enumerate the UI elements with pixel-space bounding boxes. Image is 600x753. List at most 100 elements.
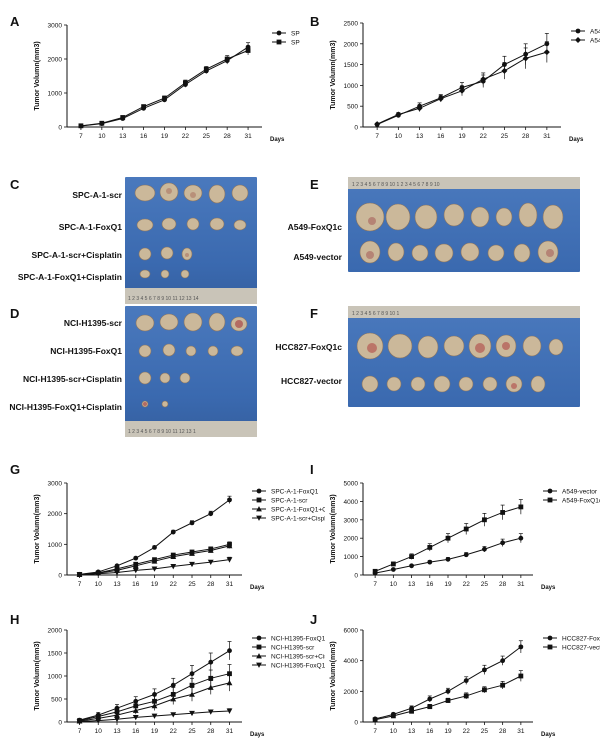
y-tick-label-h-0: 0: [58, 720, 62, 727]
point-g-2-3: [132, 562, 139, 569]
panel-label-f: F: [310, 306, 318, 321]
legend-label-h-0: NCI-H1395-FoxQ1: [271, 636, 325, 643]
point-j-0-4: [445, 688, 451, 694]
point-g-3-4: [151, 566, 158, 572]
y-tick-label-h-4: 2000: [48, 628, 63, 635]
x-tick-label-a-3: 16: [140, 133, 148, 140]
point-h-3-6: [189, 710, 195, 717]
x-tick-label-i-1: 10: [390, 581, 398, 588]
point-i-1-5: [463, 526, 469, 532]
point-g-2-5: [170, 553, 177, 559]
x-tick-label-b-1: 10: [395, 133, 403, 140]
x-tick-label-j-0: 7: [373, 728, 377, 735]
series-i-0: [372, 533, 524, 576]
panel-label-j: J: [310, 612, 318, 627]
x-tick-label-h-2: 13: [113, 728, 121, 735]
row-label-c-1: SPC-A-1-scr: [72, 190, 122, 200]
y-tick-label-b-5: 2500: [344, 21, 359, 28]
x-tick-label-i-6: 25: [481, 581, 489, 588]
chart-i: 0 1000 2000 3000 4000 5000 7 10 13 16 19 22 25 28 31 Da…: [330, 481, 600, 592]
point-i-1-4: [445, 535, 451, 541]
x-tick-label-g-6: 25: [188, 581, 196, 588]
series-i-1: [372, 499, 524, 574]
row-label-d-2: NCI-H1395-FoxQ1: [50, 346, 122, 356]
point-b-1-0: [374, 121, 381, 128]
y-tick-label-a-2: 2000: [48, 57, 63, 64]
x-axis-label-j: Days: [541, 732, 556, 738]
point-i-0-3: [427, 559, 433, 565]
point-b-1-2: [416, 105, 423, 112]
point-j-1-8: [518, 673, 524, 679]
legend-marker-h-0: [256, 635, 262, 641]
y-tick-label-i-4: 4000: [344, 499, 359, 506]
series-line-a-0: [80, 46, 249, 127]
point-i-1-1: [390, 561, 396, 567]
point-h-1-2: [114, 709, 120, 715]
point-h-0-5: [170, 682, 176, 688]
y-tick-label-j-2: 4000: [344, 658, 359, 665]
point-h-2-3: [132, 707, 139, 713]
legend-marker-a-1: [276, 39, 282, 45]
point-a-1-5: [182, 80, 188, 86]
point-h-2-5: [170, 696, 177, 702]
point-i-0-5: [463, 552, 469, 558]
point-a-1-7: [224, 56, 230, 62]
point-g-0-3: [133, 555, 139, 561]
point-g-3-0: [76, 572, 83, 578]
point-h-3-1: [95, 718, 102, 724]
series-b-0: [374, 33, 550, 127]
legend-label-h-3: NCI-H1395-FoxQ1+Cisplatin: [271, 663, 325, 670]
legend-marker-i-0: [547, 488, 553, 494]
x-tick-label-a-4: 19: [161, 133, 169, 140]
y-axis-label-g: Tumor Volumn(mm3): [34, 494, 41, 563]
point-b-1-7: [522, 55, 529, 62]
chart-h: 0 500 1000 1500 2000 7 10 13 16 19 22 25 28 31 Days Tum…: [34, 628, 325, 739]
point-j-1-4: [445, 698, 451, 703]
y-tick-label-i-0: 0: [354, 573, 358, 580]
point-i-0-8: [518, 535, 524, 541]
point-j-0-3: [427, 696, 433, 702]
point-g-3-2: [114, 570, 120, 576]
y-tick-label-g-3: 3000: [48, 481, 63, 488]
point-a-1-8: [245, 48, 251, 53]
x-tick-label-b-7: 28: [522, 133, 530, 140]
x-tick-label-j-6: 25: [481, 728, 489, 735]
legend-label-g-1: SPC-A-1-scr: [271, 498, 308, 505]
tumor-photo-f: 1 2 3 4 5 6 7 8 9 10 1: [348, 306, 580, 407]
x-tick-label-a-0: 7: [79, 133, 83, 140]
x-tick-label-i-4: 19: [444, 581, 452, 588]
x-tick-label-i-5: 22: [463, 581, 471, 588]
legend-marker-h-2: [256, 653, 262, 659]
point-h-2-7: [207, 684, 214, 690]
row-label-f-1: HCC827-FoxQ1c: [275, 342, 342, 352]
x-tick-label-g-1: 10: [95, 581, 103, 588]
row-label-d-4: NCI-H1395-FoxQ1+Cisplatin: [9, 402, 122, 412]
point-h-2-2: [114, 712, 120, 718]
x-tick-label-a-6: 25: [203, 133, 211, 140]
point-h-2-8: [226, 680, 233, 686]
x-tick-label-b-5: 22: [480, 133, 488, 140]
ruler-c: 1 2 3 4 5 6 7 8 9 10 11 12 13 14: [128, 296, 199, 302]
y-tick-label-i-5: 5000: [344, 481, 359, 488]
y-tick-label-i-3: 3000: [344, 517, 359, 524]
legend-label-b-0: A549-vector: [590, 29, 600, 36]
point-i-1-8: [518, 504, 524, 510]
panel-label-g: G: [10, 462, 21, 477]
point-g-3-6: [189, 561, 195, 568]
y-tick-label-i-1: 1000: [344, 554, 359, 561]
row-label-c-4: SPC-A-1-FoxQ1+Cisplatin: [17, 272, 122, 282]
point-h-2-6: [189, 691, 195, 697]
x-tick-label-b-0: 7: [375, 133, 379, 140]
y-tick-label-a-3: 3000: [48, 23, 63, 30]
point-h-1-6: [189, 682, 195, 688]
point-a-1-2: [120, 115, 126, 120]
point-i-0-7: [500, 540, 506, 546]
x-tick-label-a-2: 13: [119, 133, 127, 140]
point-a-1-3: [141, 104, 147, 109]
y-axis-label-b: Tumor Volumn(mm3): [330, 40, 337, 109]
series-j-1: [372, 670, 524, 723]
panel-label-d: D: [10, 306, 20, 321]
point-h-1-8: [227, 671, 232, 677]
point-j-0-6: [482, 667, 487, 673]
legend-marker-h-1: [256, 644, 262, 650]
